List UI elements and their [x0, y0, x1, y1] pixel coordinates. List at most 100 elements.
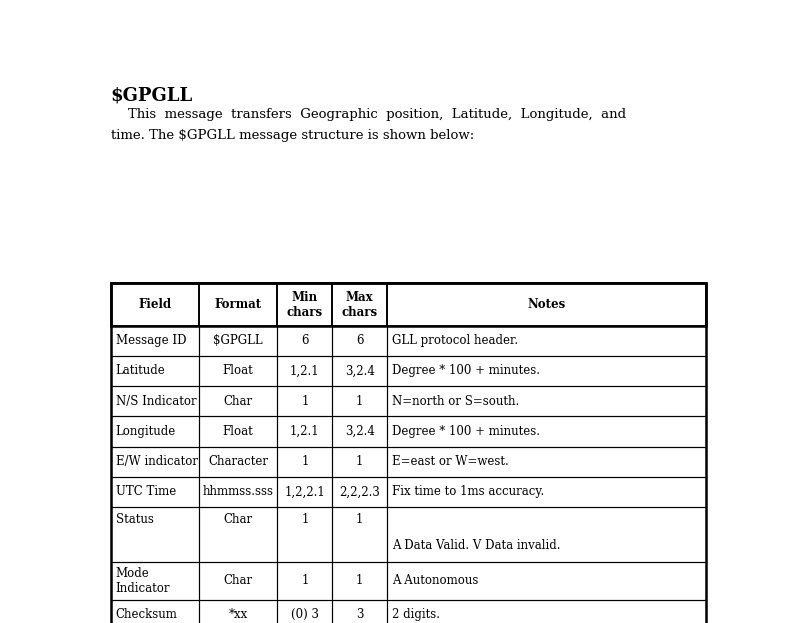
Bar [111, 326, 199, 356]
Text: Character: Character [208, 455, 268, 468]
Text: Char: Char [224, 513, 253, 526]
Text: Field: Field [138, 298, 171, 311]
Text: Char: Char [224, 395, 253, 407]
Text: Fix time to 1ms accuracy.: Fix time to 1ms accuracy. [392, 485, 544, 498]
Text: Status: Status [116, 513, 154, 526]
Text: This  message  transfers  Geographic  position,  Latitude,  Longitude,  and: This message transfers Geographic positi… [111, 108, 626, 121]
Bar [277, 326, 332, 356]
Text: time. The $GPGLL message structure is shown below:: time. The $GPGLL message structure is sh… [111, 130, 474, 143]
Bar [111, 507, 199, 562]
Bar [387, 326, 706, 356]
Text: N=north or S=south.: N=north or S=south. [392, 395, 519, 407]
Bar [111, 477, 199, 507]
Text: Float: Float [223, 425, 253, 438]
Text: N/S Indicator: N/S Indicator [116, 395, 196, 407]
Text: Float: Float [223, 364, 253, 378]
Text: Checksum: Checksum [116, 608, 178, 621]
Bar [111, 356, 199, 386]
Text: 1: 1 [301, 395, 308, 407]
Bar [111, 283, 706, 326]
Text: 1: 1 [301, 574, 308, 587]
Text: UTC Time: UTC Time [116, 485, 176, 498]
Text: Longitude: Longitude [116, 425, 176, 438]
Bar [387, 356, 706, 386]
Text: Mode
Indicator: Mode Indicator [116, 567, 171, 595]
Bar [199, 507, 277, 562]
Text: A Autonomous: A Autonomous [392, 574, 478, 587]
Bar [332, 562, 387, 599]
Bar [332, 477, 387, 507]
Text: 1: 1 [356, 395, 363, 407]
Bar [199, 416, 277, 447]
Text: GLL protocol header.: GLL protocol header. [392, 335, 518, 347]
Bar [332, 386, 387, 416]
Bar [387, 507, 706, 562]
Bar [199, 599, 277, 623]
Text: E=east or W=west.: E=east or W=west. [392, 455, 508, 468]
Bar [387, 562, 706, 599]
Text: Degree * 100 + minutes.: Degree * 100 + minutes. [392, 364, 540, 378]
Bar [199, 326, 277, 356]
Bar [277, 507, 332, 562]
Bar [111, 283, 199, 326]
Text: Min
chars: Min chars [287, 290, 323, 318]
Bar [332, 599, 387, 623]
Bar [111, 283, 706, 623]
Bar [332, 283, 387, 326]
Bar [387, 477, 706, 507]
Text: Degree * 100 + minutes.: Degree * 100 + minutes. [392, 425, 540, 438]
Text: 1,2,2.1: 1,2,2.1 [285, 485, 325, 498]
Bar [199, 283, 277, 326]
Text: Char: Char [224, 574, 253, 587]
Bar [277, 416, 332, 447]
Bar [332, 416, 387, 447]
Text: 1,2.1: 1,2.1 [290, 425, 320, 438]
Bar [111, 416, 199, 447]
Bar [387, 599, 706, 623]
Text: 1: 1 [301, 455, 308, 468]
Bar [332, 447, 387, 477]
Text: Message ID: Message ID [116, 335, 186, 347]
Bar [277, 477, 332, 507]
Text: $GPGLL: $GPGLL [111, 87, 193, 105]
Bar [199, 386, 277, 416]
Bar [387, 447, 706, 477]
Text: A Data Valid. V Data invalid.: A Data Valid. V Data invalid. [392, 539, 560, 551]
Text: *xx: *xx [229, 608, 248, 621]
Text: Format: Format [214, 298, 261, 311]
Bar [332, 326, 387, 356]
Text: 3: 3 [356, 608, 363, 621]
Text: 1: 1 [356, 574, 363, 587]
Text: E/W indicator: E/W indicator [116, 455, 198, 468]
Text: 3,2.4: 3,2.4 [344, 364, 375, 378]
Text: 2 digits.: 2 digits. [392, 608, 440, 621]
Text: 6: 6 [356, 335, 363, 347]
Bar [387, 386, 706, 416]
Bar [199, 562, 277, 599]
Bar [199, 447, 277, 477]
Bar [277, 283, 332, 326]
Text: 1: 1 [301, 513, 308, 526]
Text: Latitude: Latitude [116, 364, 166, 378]
Text: 1: 1 [356, 455, 363, 468]
Text: (0) 3: (0) 3 [291, 608, 319, 621]
Bar [111, 447, 199, 477]
Bar [277, 356, 332, 386]
Text: 3,2.4: 3,2.4 [344, 425, 375, 438]
Text: hhmmss.sss: hhmmss.sss [202, 485, 273, 498]
Text: 1,2.1: 1,2.1 [290, 364, 320, 378]
Bar [111, 599, 199, 623]
Text: 6: 6 [301, 335, 308, 347]
Bar [111, 562, 199, 599]
Text: $GPGLL: $GPGLL [214, 335, 263, 347]
Bar [199, 477, 277, 507]
Text: 1: 1 [356, 513, 363, 526]
Text: 2,2,2.3: 2,2,2.3 [340, 485, 380, 498]
Bar [277, 386, 332, 416]
Bar [277, 447, 332, 477]
Bar [387, 283, 706, 326]
Bar [332, 507, 387, 562]
Text: Max
chars: Max chars [342, 290, 378, 318]
Bar [277, 599, 332, 623]
Bar [387, 416, 706, 447]
